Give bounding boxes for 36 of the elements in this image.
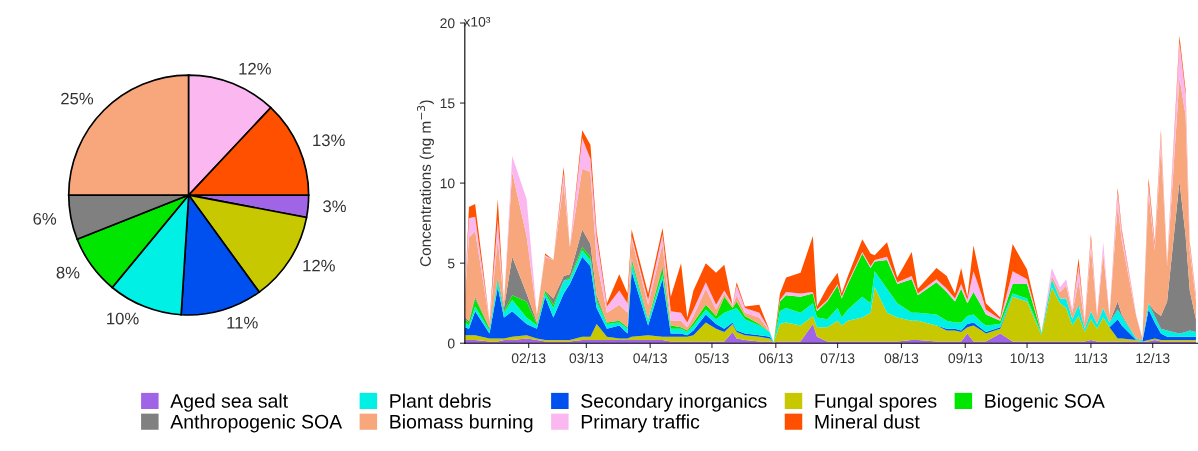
y-tick-label: 0 bbox=[447, 338, 455, 349]
data-label: 6% bbox=[33, 212, 57, 225]
x-tick-label: 11/13 bbox=[1075, 352, 1108, 364]
legend-label: Anthropogenic SOA bbox=[170, 414, 343, 433]
data-label: 25% bbox=[61, 92, 94, 105]
x-tick-label: 09/13 bbox=[948, 352, 983, 364]
legend-label: Secondary inorganics bbox=[581, 393, 767, 412]
data-label: 12% bbox=[239, 62, 271, 75]
legend-label: Aged sea salt bbox=[170, 393, 288, 412]
x-tick-label: 12/13 bbox=[1136, 352, 1170, 364]
y-tick-label: 5 bbox=[447, 258, 455, 269]
legend-label: Biomass burning bbox=[390, 414, 533, 433]
data-label: 10% bbox=[107, 312, 139, 325]
x-tick-label: 04/13 bbox=[633, 352, 667, 364]
data-label: 13% bbox=[313, 134, 345, 147]
x-tick-label: 07/13 bbox=[820, 352, 855, 364]
y-tick-label: 15 bbox=[440, 98, 455, 109]
x-tick-label: 08/13 bbox=[884, 352, 919, 364]
x-tick-label: 03/13 bbox=[569, 352, 604, 364]
data-label: 12% bbox=[303, 259, 335, 272]
legend-label: Primary traffic bbox=[581, 414, 700, 433]
legend-label: Biogenic SOA bbox=[985, 393, 1105, 412]
annotation: x10³ bbox=[463, 16, 491, 27]
legend-label: Fungal spores bbox=[815, 393, 937, 412]
x-tick-label: 10/13 bbox=[1010, 352, 1044, 364]
y-axis-title: Concentrations (ng m$^{−3}$) bbox=[416, 100, 434, 267]
x-tick-label: 02/13 bbox=[511, 352, 546, 364]
x-tick-label: 06/13 bbox=[758, 352, 793, 364]
x-tick-label: 05/13 bbox=[695, 352, 729, 364]
data-label: 11% bbox=[227, 316, 258, 329]
data-label: 3% bbox=[323, 200, 346, 213]
legend-label: Plant debris bbox=[390, 393, 491, 408]
data-label: 8% bbox=[56, 266, 80, 279]
legend-label: Mineral dust bbox=[815, 414, 920, 429]
y-tick-label: 10 bbox=[440, 178, 455, 189]
y-tick-label: 20 bbox=[440, 18, 455, 29]
